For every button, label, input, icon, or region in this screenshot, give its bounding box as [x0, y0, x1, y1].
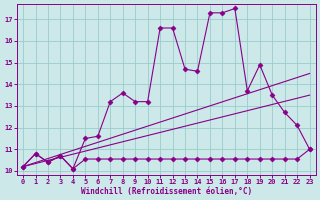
- X-axis label: Windchill (Refroidissement éolien,°C): Windchill (Refroidissement éolien,°C): [81, 187, 252, 196]
